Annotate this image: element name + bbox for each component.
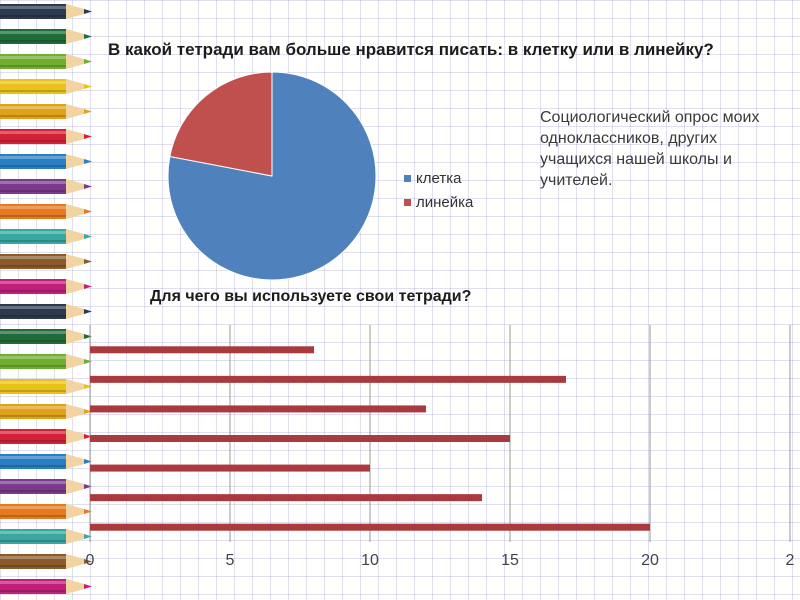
bar-chart: 0 5 10 15 20 2 bbox=[86, 325, 795, 569]
bar-2 bbox=[90, 494, 482, 502]
x-tick-label-4: 15 bbox=[501, 552, 519, 569]
pencil-border-decoration bbox=[0, 4, 92, 594]
x-tick-label-5: 20 bbox=[641, 552, 659, 569]
legend-label-2: линейка bbox=[416, 194, 474, 211]
x-tick-label-6: 2 bbox=[786, 552, 795, 569]
legend-swatch-2 bbox=[404, 199, 411, 206]
x-tick-label-3: 10 bbox=[361, 552, 379, 569]
pie-chart-title: В какой тетради вам больше нравится писа… bbox=[108, 40, 714, 59]
bar-chart-title: Для чего вы используете свои тетради? bbox=[150, 288, 472, 305]
survey-description: Социологический опрос моих однокласснико… bbox=[540, 109, 760, 189]
legend-label-1: клетка bbox=[416, 170, 462, 187]
pie-slice-2 bbox=[169, 71, 273, 177]
pie-chart: клетка линейка bbox=[167, 71, 474, 281]
bar-6 bbox=[90, 375, 566, 383]
x-tick-label-2: 5 bbox=[226, 552, 235, 569]
bar-5 bbox=[90, 405, 426, 413]
bar-7 bbox=[90, 346, 314, 354]
legend-swatch-1 bbox=[404, 175, 411, 182]
bar-3 bbox=[90, 464, 370, 472]
bar-4 bbox=[90, 435, 510, 442]
x-tick-label-1: 0 bbox=[86, 552, 95, 569]
bar-1 bbox=[90, 523, 650, 531]
